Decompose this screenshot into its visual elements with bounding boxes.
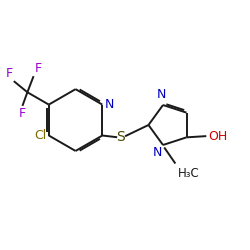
Text: H₃C: H₃C (178, 167, 200, 180)
Text: OH: OH (208, 130, 228, 142)
Text: F: F (6, 67, 12, 80)
Text: F: F (19, 107, 26, 120)
Text: N: N (157, 88, 166, 101)
Text: Cl: Cl (34, 129, 46, 142)
Text: F: F (35, 62, 42, 75)
Text: N: N (152, 146, 162, 159)
Text: N: N (104, 98, 114, 110)
Text: S: S (116, 130, 125, 144)
